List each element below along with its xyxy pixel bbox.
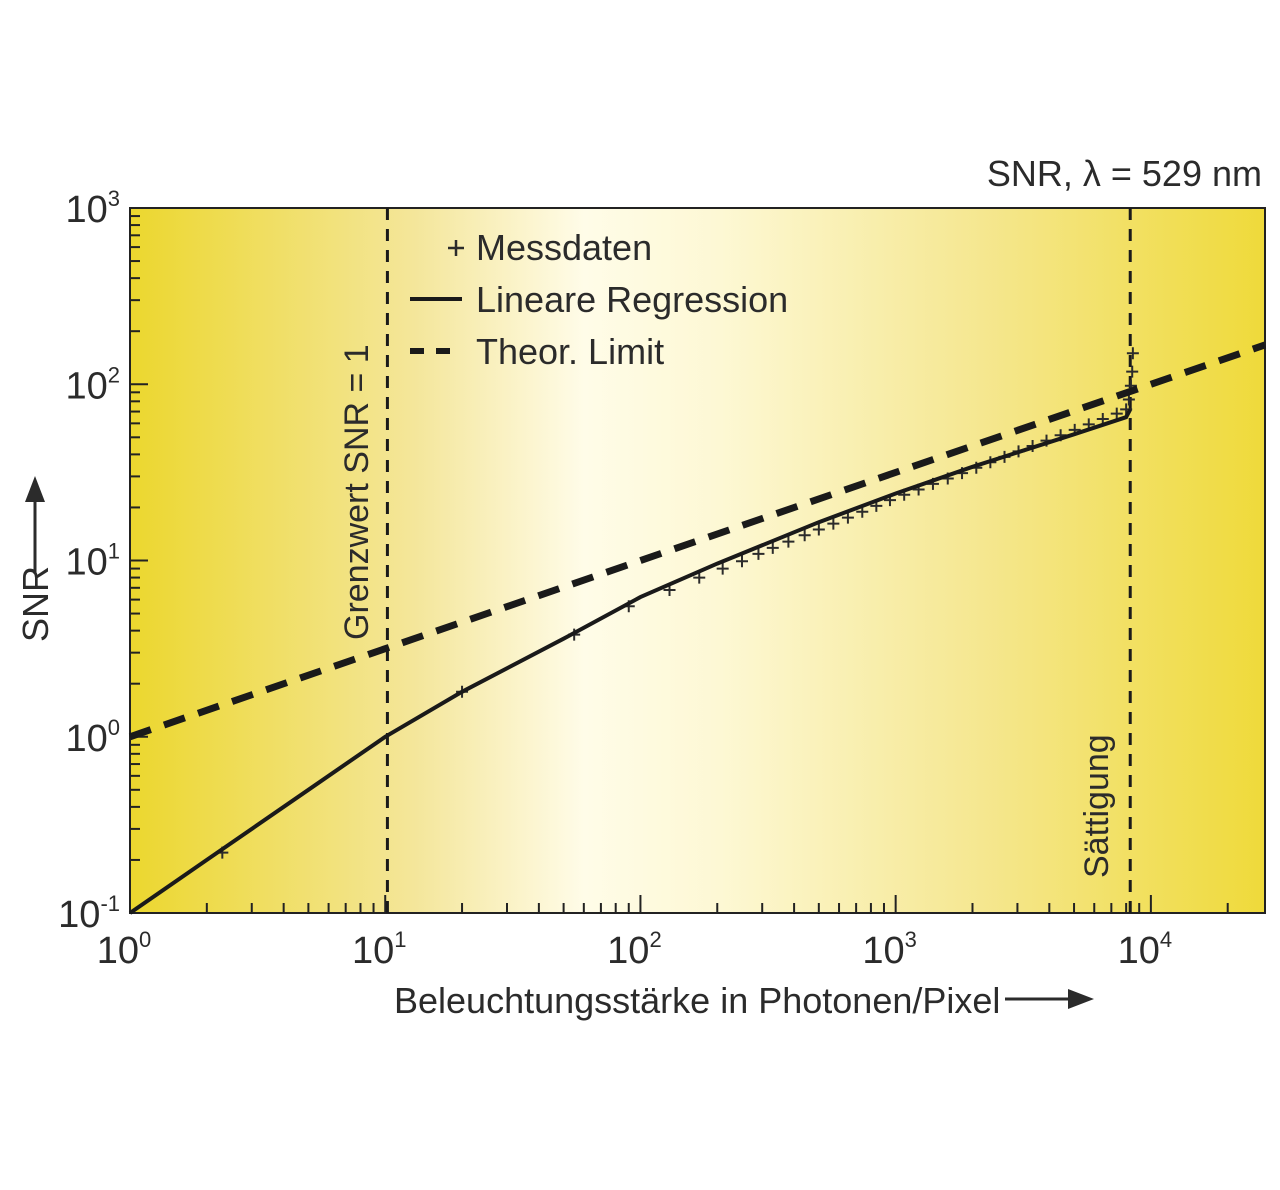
data-point-marker bbox=[736, 555, 748, 568]
axis-ticks bbox=[129, 215, 1229, 914]
y-tick-label: 10-1 bbox=[58, 891, 120, 936]
data-point-marker bbox=[752, 547, 765, 560]
legend: Messdaten Lineare Regression Theor. Limi… bbox=[410, 227, 788, 372]
x-tick-label: 101 bbox=[352, 927, 407, 972]
y-tick-label: 103 bbox=[65, 186, 120, 231]
data-point-marker bbox=[716, 562, 729, 575]
legend-item-theor-limit: Theor. Limit bbox=[410, 331, 664, 372]
arrow-right-icon bbox=[1005, 989, 1094, 1009]
data-point-marker bbox=[1126, 347, 1139, 360]
x-tick-label: 102 bbox=[607, 927, 662, 972]
data-point-marker bbox=[798, 529, 811, 542]
series-layer bbox=[128, 341, 1267, 915]
annotation-grenzwert: Grenzwert SNR = 1 bbox=[338, 344, 376, 640]
annotation-saettigung: Sättigung bbox=[1078, 734, 1116, 878]
legend-item-lineare-regression: Lineare Regression bbox=[410, 279, 788, 320]
arrow-up-icon bbox=[25, 476, 45, 574]
data-point-marker bbox=[812, 523, 825, 536]
y-axis-title: SNR bbox=[15, 566, 56, 642]
x-tick-label: 100 bbox=[97, 927, 152, 972]
data-point-marker bbox=[1126, 365, 1139, 378]
data-point-marker bbox=[841, 511, 854, 524]
data-point-marker bbox=[827, 517, 840, 530]
x-tick-label: 103 bbox=[862, 927, 917, 972]
plot-area bbox=[129, 207, 1266, 914]
legend-label-lineare-regression: Lineare Regression bbox=[476, 279, 788, 320]
x-tick-label: 104 bbox=[1118, 927, 1173, 972]
data-point-marker bbox=[766, 541, 779, 554]
y-tick-label: 101 bbox=[65, 539, 120, 584]
series-theor-limit-line bbox=[128, 341, 1267, 741]
data-point-marker bbox=[782, 535, 795, 548]
legend-label-messdaten: Messdaten bbox=[476, 227, 652, 268]
data-point-marker bbox=[1110, 407, 1123, 420]
legend-label-theor-limit: Theor. Limit bbox=[476, 331, 664, 372]
y-tick-label: 100 bbox=[65, 715, 120, 760]
series-regression-line bbox=[128, 408, 1132, 915]
legend-item-messdaten: Messdaten bbox=[448, 227, 652, 268]
chart-title: SNR, λ = 529 nm bbox=[987, 153, 1262, 194]
legend-plus-marker bbox=[448, 240, 464, 256]
x-axis-title: Beleuchtungsstärke in Photonen/Pixel bbox=[394, 980, 1000, 1021]
y-tick-label: 102 bbox=[65, 362, 120, 407]
